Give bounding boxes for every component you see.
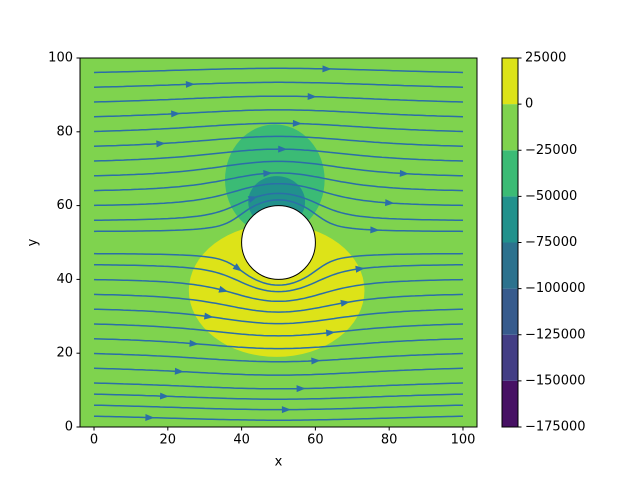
streamline	[93, 182, 464, 207]
streamline-arrow	[171, 110, 181, 118]
streamline-arrow	[174, 367, 184, 375]
y-tick-label: 60	[56, 198, 73, 213]
streamline	[93, 109, 464, 118]
streamline-arrow	[156, 140, 166, 148]
streamline	[93, 415, 464, 421]
streamline	[93, 67, 464, 74]
streamline-arrow	[247, 196, 258, 203]
streamline-arrow	[189, 339, 199, 347]
streamline	[94, 192, 463, 221]
plot-area	[80, 58, 477, 427]
colorbar-tick-label: −175000	[525, 420, 586, 435]
colorbar-band	[502, 104, 518, 151]
streamline-arrow	[145, 413, 155, 421]
colorbar-tick-label: 25000	[525, 51, 566, 66]
streamline	[93, 308, 464, 325]
x-tick-label: 40	[233, 433, 250, 448]
x-tick-label: 80	[381, 433, 398, 448]
streamline	[93, 278, 464, 303]
streamline-arrow	[263, 170, 273, 178]
streamline-arrow	[307, 92, 317, 100]
x-axis-label: x	[275, 455, 283, 470]
streamline-arrow	[384, 199, 395, 207]
y-tick-label: 100	[48, 51, 73, 66]
streamline	[93, 352, 464, 363]
streamline	[93, 367, 464, 376]
contour-region	[188, 224, 365, 357]
y-tick-label: 0	[65, 420, 73, 435]
streamline	[93, 81, 464, 88]
streamline-arrow	[322, 65, 332, 73]
streamline-arrow	[355, 265, 365, 273]
streamline	[93, 172, 464, 192]
x-tick-label: 60	[307, 433, 324, 448]
colorbar-tick-label: −100000	[525, 281, 586, 296]
colorbar-band	[502, 242, 518, 289]
streamline-arrow	[311, 357, 321, 365]
streamline	[93, 252, 464, 286]
streamline	[93, 135, 464, 147]
y-tick-label: 40	[56, 272, 73, 287]
streamline-arrow	[370, 226, 380, 234]
streamline-arrow	[218, 285, 229, 293]
streamline-arrow	[296, 385, 306, 393]
streamline-arrow	[232, 263, 242, 272]
y-tick-label: 80	[56, 124, 73, 139]
colorbar-tick-label: 0	[525, 97, 533, 112]
streamline	[93, 323, 464, 337]
colorbar-band	[502, 150, 518, 197]
colorbar-tick-label: −125000	[525, 327, 586, 342]
streamline-arrow	[340, 299, 350, 307]
streamline-arrow	[159, 392, 170, 400]
streamline	[93, 382, 464, 390]
x-tick-label: 0	[90, 433, 98, 448]
streamline	[93, 338, 464, 350]
streamline-arrow	[325, 329, 336, 337]
streamline-arrow	[203, 312, 214, 320]
streamline-arrow	[292, 119, 302, 127]
streamline	[93, 199, 464, 233]
streamline	[94, 264, 463, 293]
obstacle	[241, 205, 316, 280]
streamline-arrow	[399, 169, 409, 177]
streamline-arrow	[278, 145, 288, 153]
colorbar-tick-label: −150000	[525, 373, 586, 388]
streamline	[93, 393, 464, 400]
colorbar-band	[502, 288, 518, 335]
streamline	[93, 122, 464, 133]
colorbar-band	[502, 196, 518, 243]
streamline	[94, 404, 463, 411]
y-tick-label: 20	[56, 346, 73, 361]
x-tick-label: 100	[451, 433, 476, 448]
streamline	[93, 293, 464, 313]
streamline-arrow	[185, 80, 195, 88]
x-tick-label: 20	[160, 433, 177, 448]
colorbar-tick-label: −50000	[525, 189, 577, 204]
streamline	[93, 95, 464, 103]
colorbar-band	[502, 334, 518, 381]
colorbar-tick-label: −25000	[525, 143, 577, 158]
colorbar-band	[502, 58, 518, 105]
axes-frame	[79, 57, 478, 428]
streamline-arrow	[281, 406, 291, 414]
colorbar-band	[502, 380, 518, 427]
colorbar-tick-label: −75000	[525, 235, 577, 250]
y-axis-label: y	[26, 238, 41, 246]
